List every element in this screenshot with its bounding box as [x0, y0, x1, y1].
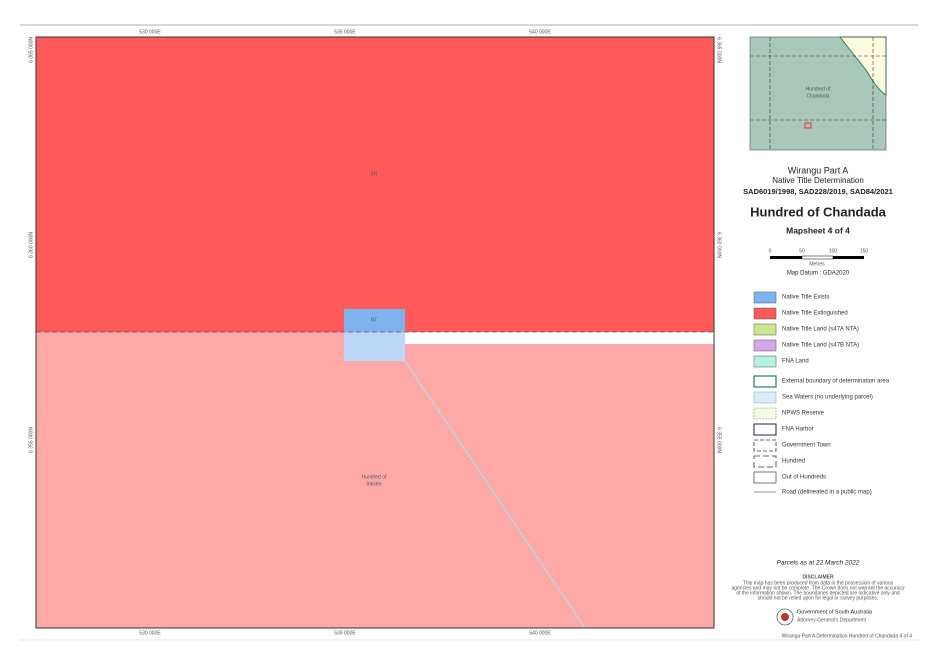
- legend-swatch: [753, 323, 777, 336]
- project-title: Wirangu Part A: [788, 165, 849, 175]
- legend-label: Hundred: [782, 459, 805, 465]
- case-numbers: SAD6019/1998, SAD228/2019, SAD84/2021: [743, 187, 893, 196]
- legend-label: Sea Waters (no underlying parcel): [782, 395, 873, 401]
- coord-label: 6 360 000N: [28, 232, 34, 258]
- hundred-label: Inkster: [366, 481, 381, 487]
- inset-coast: [838, 36, 887, 96]
- scale-bar: [801, 255, 834, 260]
- disclaimer-title: DISCLAIMER: [802, 574, 834, 580]
- coord-label: 6 355 000N: [28, 427, 34, 453]
- legend-label: FNA Harbor: [782, 427, 814, 433]
- legend-labels: Native Title Exists Native Title Extingui…: [782, 295, 890, 496]
- map-title: Hundred of Chandada: [750, 204, 887, 219]
- legend-label: Native Title Land (s47B NTA): [782, 343, 859, 349]
- department-name: Attorney-General's Department: [797, 617, 867, 623]
- legend-swatch: [753, 291, 777, 304]
- scale-unit: Metres: [809, 261, 825, 267]
- agency-name: Government of South Australia: [797, 609, 873, 615]
- inset-locator: [804, 122, 812, 129]
- legend-label: Native Title Land (s47A NTA): [782, 327, 859, 333]
- coord-label: 6 355 000N: [716, 427, 722, 453]
- legend-swatch: [753, 391, 777, 404]
- legend-label: NPWS Reserve: [782, 411, 825, 417]
- coord-label: 540 000E: [529, 630, 551, 636]
- legend-swatch: [753, 375, 777, 388]
- disclaimer-line: of the information shown. The boundaries…: [736, 590, 900, 596]
- legend-label: Road (delineated in a public map): [782, 490, 872, 496]
- legend-swatch: [753, 355, 777, 368]
- legend-label: Government Town: [782, 443, 831, 449]
- inset-label: Hundred of: [806, 86, 831, 92]
- legend-swatch: [753, 471, 777, 484]
- project-subtitle: Native Title Determination: [772, 176, 864, 185]
- legend-label: FNA Land: [782, 359, 809, 365]
- coord-label: 535 000E: [334, 630, 356, 636]
- scale-bar: [770, 256, 802, 259]
- scale-tick: 150: [860, 248, 869, 254]
- native-title-exists: [344, 309, 405, 332]
- legend-label: External boundary of determination area: [782, 379, 890, 385]
- legend-swatch: [753, 439, 777, 452]
- coord-label: 6 360 000N: [716, 232, 722, 258]
- inset-frame: [749, 36, 887, 151]
- legend-swatch: [753, 407, 777, 420]
- coord-label: 540 000E: [529, 29, 551, 35]
- scale-tick: 0: [769, 248, 772, 254]
- legend-label: Native Title Extinguished: [782, 311, 848, 317]
- inset-label: Chandada: [806, 93, 829, 99]
- coord-label: 530 000E: [139, 29, 161, 35]
- parcel-label: 2H: [371, 171, 378, 177]
- legend: [753, 291, 777, 493]
- mapsheet: Mapsheet 4 of 4: [786, 225, 850, 235]
- legend-swatch: [753, 455, 777, 468]
- map-datum: Map Datum : GDA2020: [787, 271, 850, 277]
- scale-tick: 50: [799, 248, 805, 254]
- legend-label: Native Title Exists: [782, 295, 829, 301]
- parcels-date: Parcels as at 22 March 2022: [777, 560, 860, 567]
- disclaimer-line: This map has been produced from data in …: [743, 580, 894, 586]
- road-reserve: [405, 332, 714, 344]
- disclaimer-line: should not be relied upon for legal or s…: [758, 595, 879, 601]
- coord-label: 530 000E: [139, 630, 161, 636]
- legend-label: Out of Hundreds: [782, 475, 826, 481]
- scale-bar: [833, 256, 864, 259]
- road: [404, 360, 586, 629]
- coord-label: 535 000E: [334, 29, 356, 35]
- legend-swatch: [753, 339, 777, 352]
- native-title-parcel: [344, 332, 405, 361]
- scale-tick: 100: [829, 248, 838, 254]
- agency-logo: [781, 613, 789, 621]
- disclaimer-line: agencies and may not be complete. The Cr…: [731, 585, 905, 591]
- coord-label: 6 365 000N: [28, 37, 34, 63]
- extinguished-pink-area: [36, 332, 714, 628]
- map-frame: [35, 36, 715, 629]
- legend-swatch: [753, 307, 777, 320]
- extinguished-area: [36, 37, 714, 332]
- legend-swatch: [753, 423, 777, 436]
- map-code: Wirangu Part A Determination Hundred of …: [782, 633, 913, 639]
- parcel-label: NT: [371, 317, 378, 323]
- hundred-label: Hundred of: [362, 474, 387, 480]
- coord-label: 6 365 000N: [716, 37, 722, 63]
